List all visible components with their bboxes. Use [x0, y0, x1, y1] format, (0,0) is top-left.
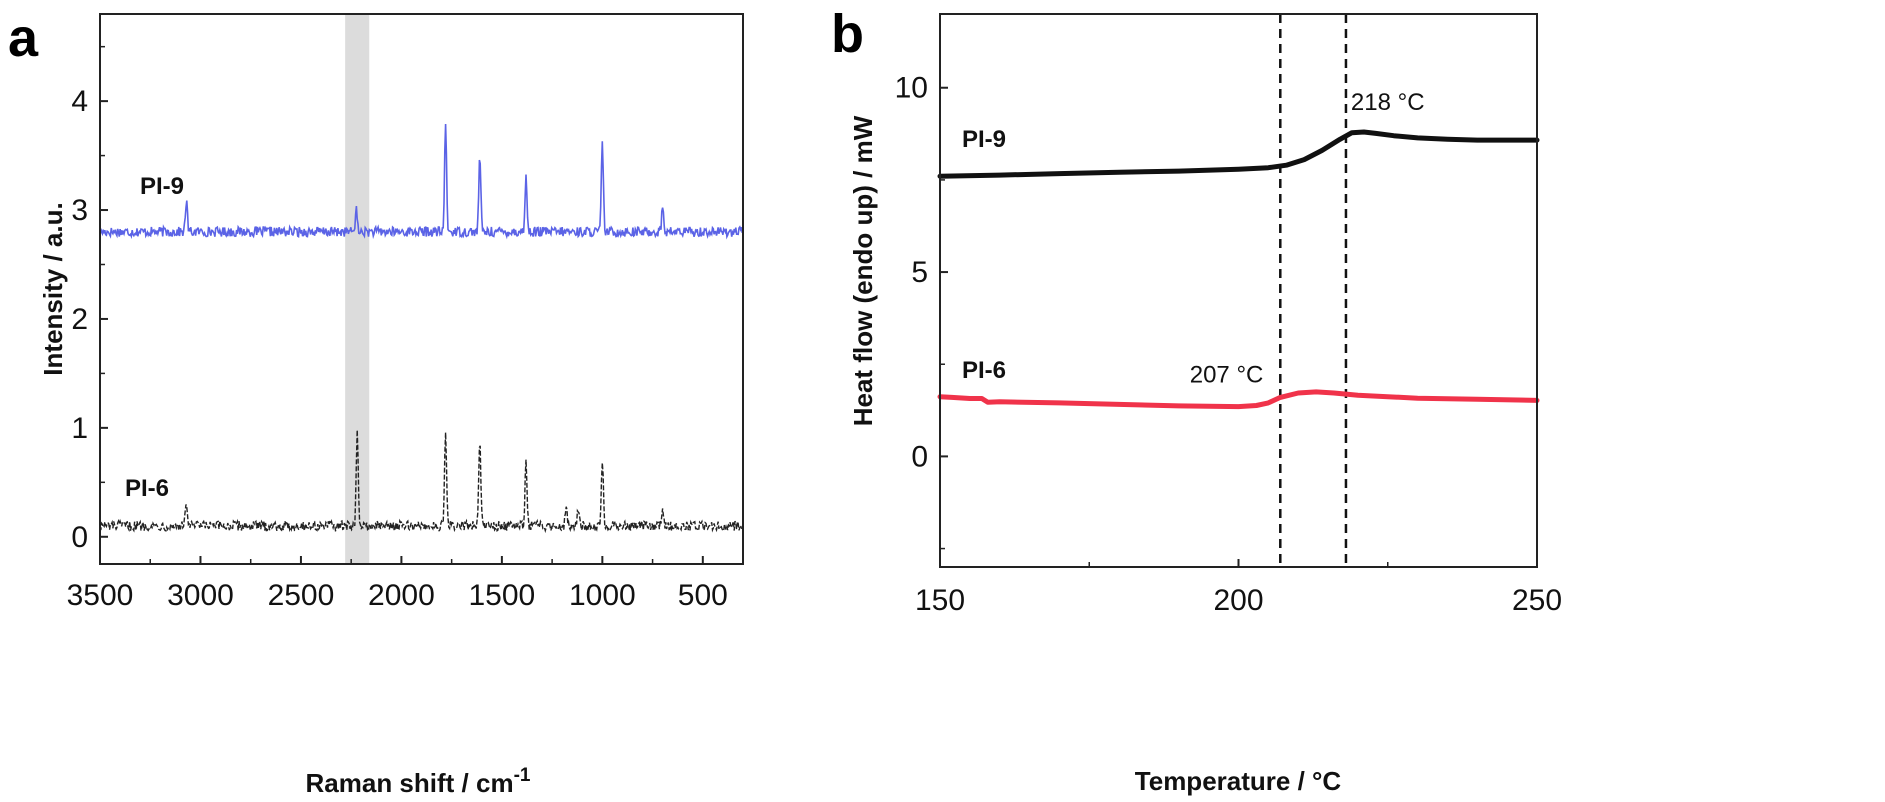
panel-a-axes-frame	[99, 13, 744, 565]
panel-b-label-pi9: PI-9	[962, 126, 1006, 153]
panel-a-ytick-label: 1	[71, 412, 88, 445]
panel-a-xtick-label: 1500	[469, 579, 536, 612]
panel-b-ytick-label: 5	[911, 256, 928, 289]
panel-b-label-pi6: PI-6	[962, 357, 1006, 384]
panel-b-letter: b	[831, 4, 864, 64]
panel-a-ytick-label: 3	[71, 194, 88, 227]
panel-a-series-group	[99, 123, 744, 534]
panel-b-vlines	[1279, 14, 1348, 567]
panel-a-letter: a	[8, 8, 39, 68]
panel-a-xlabel-sup: -1	[514, 765, 531, 786]
panel-a-xlabel-text: Raman shift / cm	[306, 768, 514, 798]
panel-b-ytick-label: 10	[895, 72, 928, 105]
panel-a-ticks: 3500 3000 2500 2000 1500 1000 500 0 1 2 3 4	[67, 45, 728, 612]
panel-a-highlight-band	[345, 14, 370, 564]
panel-a-xtick-label: 2500	[268, 579, 335, 612]
panel-b-ylabel: Heat flow (endo up) / mW	[848, 115, 878, 426]
panel-a-xtick-label: 3500	[67, 579, 134, 612]
panel-a-xtick-label: 1000	[569, 579, 636, 612]
panel-b-xtick-label: 250	[1512, 584, 1562, 617]
panel-a-xtick-label: 2000	[368, 579, 435, 612]
panel-b-xlabel: Temperature / °C	[1135, 766, 1342, 796]
panel-a-label-pi9: PI-9	[140, 173, 184, 200]
panel-b-series-group	[937, 129, 1540, 410]
panel-a-xlabel: Raman shift / cm-1	[306, 765, 531, 798]
panel-a-label-pi6: PI-6	[125, 475, 169, 502]
panel-b-annotation-218: 218 °C	[1351, 89, 1425, 116]
panel-a-xtick-label: 500	[678, 579, 728, 612]
panel-b-ytick-label: 0	[911, 440, 928, 473]
panel-a-series-pi-6	[99, 429, 744, 534]
panel-a-xtick-label: 3000	[167, 579, 234, 612]
panel-a-series-pi-9	[99, 123, 744, 240]
panel-b-ticks: 150 200 250 0 5 10	[895, 72, 1562, 617]
panel-a-ytick-label: 0	[71, 521, 88, 554]
panel-a-ytick-label: 2	[71, 303, 88, 336]
panel-b-series-pi-9	[937, 129, 1540, 179]
panel-b-xtick-label: 150	[915, 584, 965, 617]
panel-b-annotation-207: 207 °C	[1190, 362, 1264, 389]
panel-b-xtick-label: 200	[1213, 584, 1263, 617]
panel-a-ylabel: Intensity / a.u.	[38, 202, 68, 375]
panel-b-series-pi-6	[937, 389, 1540, 410]
panel-a-ytick-label: 4	[71, 85, 88, 118]
